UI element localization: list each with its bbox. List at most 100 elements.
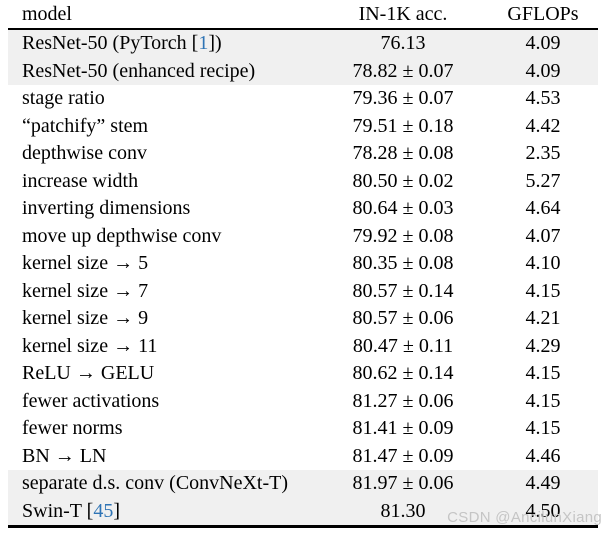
model-cell: kernel size → 5 bbox=[8, 252, 318, 275]
table-row: stage ratio 79.36 ± 0.07 4.53 bbox=[8, 85, 598, 113]
model-label: inverting dimensions bbox=[22, 197, 191, 220]
table-row: depthwise conv 78.28 ± 0.08 2.35 bbox=[8, 140, 598, 168]
gflops-cell: 4.09 bbox=[525, 59, 561, 82]
model-label: kernel size → 9 bbox=[22, 307, 149, 330]
model-cell: fewer activations bbox=[8, 390, 318, 413]
col-header-in1k-acc: IN-1K acc. bbox=[358, 2, 448, 25]
model-label-suffix: ] bbox=[113, 499, 120, 522]
table-row: inverting dimensions 80.64 ± 0.03 4.64 bbox=[8, 195, 598, 223]
in1k-acc-cell: 81.47 ± 0.09 bbox=[352, 444, 454, 467]
in1k-acc-cell: 80.57 ± 0.14 bbox=[352, 279, 454, 302]
citation-link[interactable]: 45 bbox=[93, 499, 114, 522]
gflops-cell: 4.42 bbox=[525, 114, 561, 137]
model-cell: move up depthwise conv bbox=[8, 225, 318, 248]
model-label: fewer norms bbox=[22, 417, 123, 440]
table-row: “patchify” stem 79.51 ± 0.18 4.42 bbox=[8, 113, 598, 141]
in1k-acc-cell: 78.82 ± 0.07 bbox=[352, 59, 454, 82]
gflops-cell: 4.09 bbox=[525, 32, 561, 55]
gflops-cell: 4.21 bbox=[525, 307, 561, 330]
model-label: kernel size → 7 bbox=[22, 279, 149, 302]
table-row: kernel size → 11 80.47 ± 0.11 4.29 bbox=[8, 333, 598, 361]
citation-link[interactable]: 1 bbox=[198, 32, 209, 55]
model-cell: ResNet-50 (enhanced recipe) bbox=[8, 60, 318, 83]
in1k-acc-cell: 80.50 ± 0.02 bbox=[352, 169, 454, 192]
model-label: ResNet-50 (enhanced recipe) bbox=[22, 59, 256, 82]
model-label: kernel size → 5 bbox=[22, 252, 149, 275]
model-cell: Swin-T [45] bbox=[8, 500, 318, 523]
table-row: BN → LN 81.47 ± 0.09 4.46 bbox=[8, 443, 598, 471]
model-cell: ResNet-50 (PyTorch [1]) bbox=[8, 32, 318, 55]
table-row: kernel size → 5 80.35 ± 0.08 4.10 bbox=[8, 250, 598, 278]
col-header-gflops: GFLOPs bbox=[507, 2, 579, 25]
model-label: depthwise conv bbox=[22, 142, 147, 165]
model-label: Swin-T [ bbox=[22, 499, 94, 522]
table-row: ResNet-50 (PyTorch [1]) 76.13 4.09 bbox=[8, 30, 598, 58]
gflops-cell: 4.46 bbox=[525, 444, 561, 467]
model-cell: ReLU → GELU bbox=[8, 362, 318, 385]
table-row: fewer norms 81.41 ± 0.09 4.15 bbox=[8, 415, 598, 443]
in1k-acc-cell: 79.36 ± 0.07 bbox=[352, 87, 454, 110]
table-row: Swin-T [45] 81.30 4.50 bbox=[8, 497, 598, 525]
gflops-cell: 4.50 bbox=[525, 499, 561, 522]
gflops-cell: 4.64 bbox=[525, 197, 561, 220]
in1k-acc-cell: 81.27 ± 0.06 bbox=[352, 389, 454, 412]
in1k-acc-cell: 80.57 ± 0.06 bbox=[352, 307, 454, 330]
model-cell: BN → LN bbox=[8, 445, 318, 468]
in1k-acc-cell: 76.13 bbox=[380, 32, 426, 55]
gflops-cell: 4.15 bbox=[525, 389, 561, 412]
model-label: stage ratio bbox=[22, 87, 105, 110]
table-row: separate d.s. conv (ConvNeXt-T) 81.97 ± … bbox=[8, 470, 598, 498]
gflops-cell: 4.29 bbox=[525, 334, 561, 357]
model-label-suffix: ]) bbox=[208, 32, 222, 55]
in1k-acc-cell: 78.28 ± 0.08 bbox=[352, 142, 454, 165]
model-label: BN → LN bbox=[22, 444, 107, 467]
model-label: “patchify” stem bbox=[22, 114, 149, 137]
col-header-model: model bbox=[22, 2, 72, 25]
gflops-cell: 4.15 bbox=[525, 362, 561, 385]
table-row: kernel size → 9 80.57 ± 0.06 4.21 bbox=[8, 305, 598, 333]
gflops-cell: 4.49 bbox=[525, 472, 561, 495]
model-cell: separate d.s. conv (ConvNeXt-T) bbox=[8, 472, 318, 495]
gflops-cell: 4.15 bbox=[525, 417, 561, 440]
table-row: ResNet-50 (enhanced recipe) 78.82 ± 0.07… bbox=[8, 57, 598, 85]
in1k-acc-cell: 80.64 ± 0.03 bbox=[352, 197, 454, 220]
model-cell: stage ratio bbox=[8, 87, 318, 110]
in1k-acc-cell: 81.41 ± 0.09 bbox=[352, 417, 454, 440]
model-label: ReLU → GELU bbox=[22, 362, 155, 385]
gflops-cell: 4.15 bbox=[525, 279, 561, 302]
in1k-acc-cell: 80.62 ± 0.14 bbox=[352, 362, 454, 385]
model-cell: fewer norms bbox=[8, 417, 318, 440]
model-label: fewer activations bbox=[22, 389, 160, 412]
table-bottom-rule bbox=[8, 525, 598, 528]
gflops-cell: 4.53 bbox=[525, 87, 561, 110]
model-cell: depthwise conv bbox=[8, 142, 318, 165]
model-label: kernel size → 11 bbox=[22, 334, 158, 357]
gflops-cell: 4.07 bbox=[525, 224, 561, 247]
gflops-cell: 4.10 bbox=[525, 252, 561, 275]
model-label: move up depthwise conv bbox=[22, 224, 222, 247]
table-header-row: model IN-1K acc. GFLOPs bbox=[8, 0, 598, 30]
model-label: increase width bbox=[22, 169, 139, 192]
model-cell: kernel size → 11 bbox=[8, 335, 318, 358]
in1k-acc-cell: 80.47 ± 0.11 bbox=[352, 334, 454, 357]
gflops-cell: 5.27 bbox=[525, 169, 561, 192]
ablation-table: model IN-1K acc. GFLOPs ResNet-50 (PyTor… bbox=[8, 0, 598, 528]
model-cell: inverting dimensions bbox=[8, 197, 318, 220]
in1k-acc-cell: 80.35 ± 0.08 bbox=[352, 252, 454, 275]
in1k-acc-cell: 81.30 bbox=[380, 499, 426, 522]
gflops-cell: 2.35 bbox=[525, 142, 561, 165]
model-label: separate d.s. conv (ConvNeXt-T) bbox=[22, 472, 289, 495]
in1k-acc-cell: 81.97 ± 0.06 bbox=[352, 472, 454, 495]
model-cell: “patchify” stem bbox=[8, 115, 318, 138]
table-row: kernel size → 7 80.57 ± 0.14 4.15 bbox=[8, 278, 598, 306]
table-row: ReLU → GELU 80.62 ± 0.14 4.15 bbox=[8, 360, 598, 388]
in1k-acc-cell: 79.92 ± 0.08 bbox=[352, 224, 454, 247]
table-row: increase width 80.50 ± 0.02 5.27 bbox=[8, 168, 598, 196]
in1k-acc-cell: 79.51 ± 0.18 bbox=[352, 114, 454, 137]
model-cell: kernel size → 9 bbox=[8, 307, 318, 330]
model-cell: kernel size → 7 bbox=[8, 280, 318, 303]
table-body: ResNet-50 (PyTorch [1]) 76.13 4.09 ResNe… bbox=[8, 30, 598, 525]
table-row: move up depthwise conv 79.92 ± 0.08 4.07 bbox=[8, 223, 598, 251]
table-row: fewer activations 81.27 ± 0.06 4.15 bbox=[8, 388, 598, 416]
model-cell: increase width bbox=[8, 170, 318, 193]
